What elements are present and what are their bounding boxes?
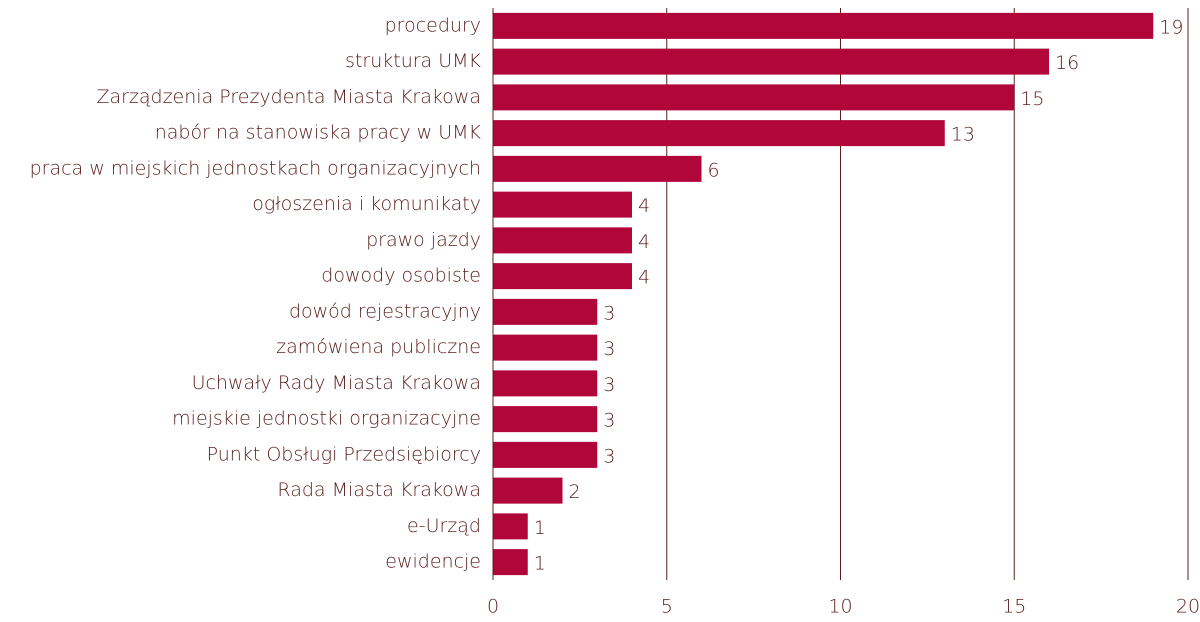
bar xyxy=(493,298,598,325)
value-label: 16 xyxy=(1055,52,1079,74)
y-tick-label: prawo jazdy xyxy=(366,229,481,251)
y-tick-label: dowód rejestracyjny xyxy=(289,300,481,322)
value-label: 4 xyxy=(638,267,650,289)
bar xyxy=(493,370,598,397)
y-tick-label: procedury xyxy=(385,14,481,36)
bar xyxy=(493,549,528,576)
value-label: 6 xyxy=(708,159,720,181)
value-label: 3 xyxy=(603,302,615,324)
value-label: 4 xyxy=(638,231,650,253)
value-label: 3 xyxy=(603,445,615,467)
x-tick-label: 10 xyxy=(828,596,852,618)
bar xyxy=(493,120,945,147)
y-tick-label: praca w miejskich jednostkach organizacy… xyxy=(30,157,481,179)
bar xyxy=(493,263,632,290)
y-tick-label: zamówiena publiczne xyxy=(276,336,481,358)
value-label: 2 xyxy=(569,481,581,503)
value-label: 1 xyxy=(534,553,546,575)
value-label: 4 xyxy=(638,195,650,217)
y-tick-label: Punkt Obsługi Przedsiębiorcy xyxy=(207,443,481,465)
y-tick-label: dowody osobiste xyxy=(321,265,481,287)
x-tick-label: 5 xyxy=(661,596,673,618)
bar xyxy=(493,477,563,504)
x-tick-label: 0 xyxy=(487,596,499,618)
bar xyxy=(493,84,1015,111)
y-tick-label: Rada Miasta Krakowa xyxy=(277,479,481,501)
value-label: 19 xyxy=(1159,16,1183,38)
value-label: 13 xyxy=(951,124,975,146)
y-tick-label: ogłoszenia i komunikaty xyxy=(252,193,481,215)
bar xyxy=(493,406,598,433)
y-tick-label: struktura UMK xyxy=(345,50,481,72)
value-label: 15 xyxy=(1020,88,1044,110)
bar xyxy=(493,227,632,254)
bar xyxy=(493,513,528,540)
x-tick-label: 20 xyxy=(1176,596,1200,618)
bar xyxy=(493,441,598,468)
y-tick-label: Zarządzenia Prezydenta Miasta Krakowa xyxy=(96,86,481,108)
value-label: 1 xyxy=(534,517,546,539)
value-label: 3 xyxy=(603,374,615,396)
bar xyxy=(493,191,632,218)
y-tick-label: ewidencje xyxy=(385,551,481,573)
value-label: 3 xyxy=(603,410,615,432)
y-tick-label: miejskie jednostki organizacyjne xyxy=(172,408,481,430)
y-tick-label: Uchwały Rady Miasta Krakowa xyxy=(192,372,481,394)
x-tick-label: 15 xyxy=(1002,596,1026,618)
y-tick-label: e-Urząd xyxy=(407,515,481,537)
value-label: 3 xyxy=(603,338,615,360)
bar xyxy=(493,334,598,361)
bar xyxy=(493,48,1049,75)
bar xyxy=(493,12,1154,39)
bar xyxy=(493,155,702,182)
y-tick-label: nabór na stanowiska pracy w UMK xyxy=(155,122,482,144)
